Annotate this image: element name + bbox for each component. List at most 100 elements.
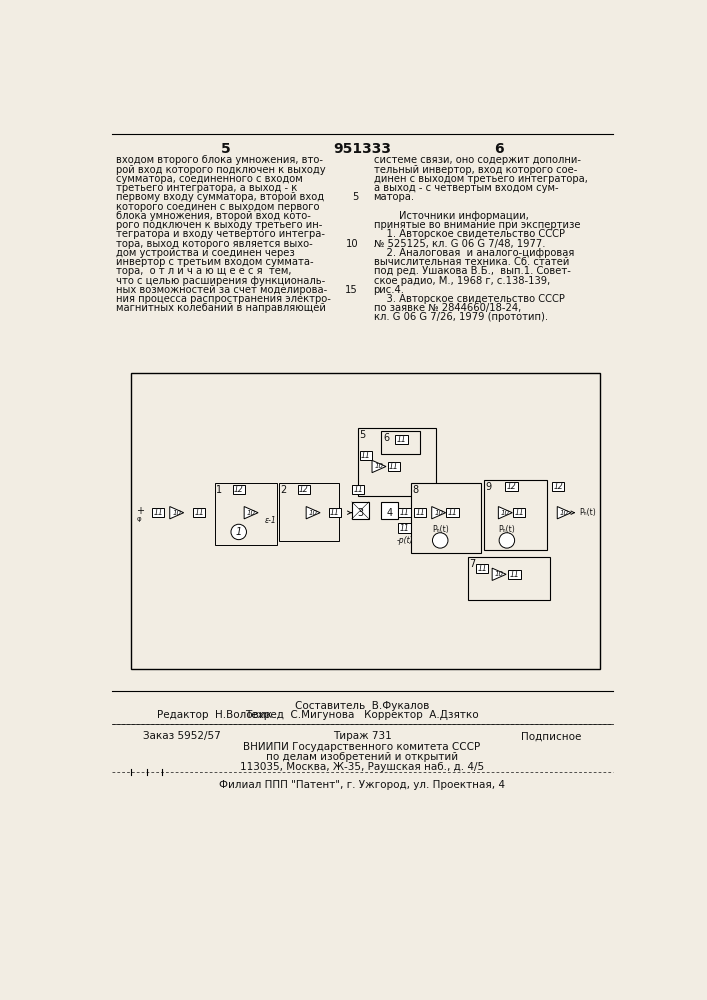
Text: ния процесса распространения электро-: ния процесса распространения электро-	[116, 294, 331, 304]
Polygon shape	[306, 507, 320, 519]
Text: рис.4.: рис.4.	[373, 285, 404, 295]
Bar	[506, 482, 518, 491]
Text: 8: 8	[412, 485, 419, 495]
Text: рой вход которого подключен к выходу: рой вход которого подключен к выходу	[116, 165, 326, 175]
Text: принятые во внимание при экспертизе: принятые во внимание при экспертизе	[373, 220, 580, 230]
Bar	[352, 485, 364, 494]
Text: 4: 4	[387, 508, 393, 518]
Text: 12: 12	[553, 482, 563, 491]
Circle shape	[499, 533, 515, 548]
Text: а выход - с четвертым входом сум-: а выход - с четвертым входом сум-	[373, 183, 559, 193]
Text: φ: φ	[136, 516, 141, 522]
Polygon shape	[432, 507, 445, 519]
Text: инвертор с третьим входом суммата-: инвертор с третьим входом суммата-	[116, 257, 314, 267]
Text: входом второго блока умножения, вто-: входом второго блока умножения, вто-	[116, 155, 323, 165]
Text: кл. G 06 G 7/26, 1979 (прототип).: кл. G 06 G 7/26, 1979 (прототип).	[373, 312, 548, 322]
Text: тора, выход которого является выхо-: тора, выход которого является выхо-	[116, 239, 313, 249]
Text: динен с выходом третьего интегратора,: динен с выходом третьего интегратора,	[373, 174, 588, 184]
Text: 6: 6	[383, 433, 389, 443]
Bar	[131, 373, 600, 669]
Text: Pₙ(t): Pₙ(t)	[498, 525, 515, 534]
Bar	[233, 485, 245, 494]
Bar	[468, 557, 549, 600]
Text: 3. Авторское свидетельство СССР: 3. Авторское свидетельство СССР	[373, 294, 564, 304]
Text: ных возможностей за счет моделирова-: ных возможностей за счет моделирова-	[116, 285, 327, 295]
Bar	[381, 502, 398, 519]
Text: 11: 11	[361, 451, 370, 460]
Text: тегратора и входу четвертого интегра-: тегратора и входу четвертого интегра-	[116, 229, 325, 239]
Text: блока умножения, второй вход кото-: блока умножения, второй вход кото-	[116, 211, 311, 221]
Bar	[358, 428, 436, 496]
Text: 10: 10	[247, 510, 256, 516]
Text: 9: 9	[485, 482, 491, 492]
Text: № 525125, кл. G 06 G 7/48, 1977.: № 525125, кл. G 06 G 7/48, 1977.	[373, 239, 545, 249]
Text: ское радио, М., 1968 г, с.138-139,: ское радио, М., 1968 г, с.138-139,	[373, 276, 550, 286]
Text: Pₙ(t): Pₙ(t)	[580, 508, 597, 517]
Text: 2. Аналоговая  и аналого-цифровая: 2. Аналоговая и аналого-цифровая	[373, 248, 574, 258]
Text: 11: 11	[477, 564, 487, 573]
Bar	[395, 435, 408, 444]
Bar	[414, 508, 426, 517]
Bar	[476, 564, 489, 573]
Text: 11: 11	[354, 485, 363, 494]
Text: 11: 11	[194, 508, 204, 517]
Bar	[215, 483, 276, 545]
Text: 1: 1	[235, 527, 242, 537]
Text: матора.: матора.	[373, 192, 415, 202]
Bar	[484, 480, 547, 550]
Text: Источники информации,: Источники информации,	[373, 211, 528, 221]
Circle shape	[433, 533, 448, 548]
Polygon shape	[557, 507, 571, 519]
Text: 10: 10	[375, 464, 383, 470]
Text: 11: 11	[399, 524, 409, 533]
Text: 10: 10	[501, 510, 510, 516]
Text: 1: 1	[216, 485, 223, 495]
Text: первому входу сумматора, второй вход: первому входу сумматора, второй вход	[116, 192, 325, 202]
Bar	[552, 482, 564, 491]
Bar	[398, 508, 411, 517]
Polygon shape	[498, 507, 513, 519]
Circle shape	[231, 524, 247, 540]
Text: которого соединен с выходом первого: которого соединен с выходом первого	[116, 202, 320, 212]
Text: под ред. Ушакова В.Б.,  вып.1. Совет-: под ред. Ушакова В.Б., вып.1. Совет-	[373, 266, 571, 276]
Text: 11: 11	[510, 570, 520, 579]
Text: 11: 11	[415, 508, 425, 517]
Bar	[446, 508, 459, 517]
Text: Техред  С.Мигунова   Корректор  А.Дзятко: Техред С.Мигунова Корректор А.Дзятко	[245, 710, 479, 720]
Bar	[508, 570, 521, 579]
Bar	[152, 508, 164, 517]
Text: -p(t): -p(t)	[396, 536, 413, 545]
Text: по заявке № 2844660/18-24,: по заявке № 2844660/18-24,	[373, 303, 521, 313]
Text: Подписное: Подписное	[521, 731, 581, 741]
Polygon shape	[492, 568, 506, 580]
Text: 11: 11	[153, 508, 163, 517]
Text: 15: 15	[345, 285, 358, 295]
Text: Pₙ(t): Pₙ(t)	[432, 525, 449, 534]
Text: 10: 10	[560, 510, 568, 516]
Text: 7: 7	[469, 559, 476, 569]
Text: 11: 11	[397, 435, 407, 444]
Text: по делам изобретений и открытий: по делам изобретений и открытий	[266, 752, 458, 762]
Text: 10: 10	[173, 510, 181, 516]
Bar	[193, 508, 206, 517]
Polygon shape	[170, 507, 184, 519]
Text: Редактор  Н.Воловик: Редактор Н.Воловик	[156, 710, 271, 720]
Text: рого подключен к выходу третьего ин-: рого подключен к выходу третьего ин-	[116, 220, 322, 230]
Bar	[381, 431, 420, 454]
Text: магнитных колебаний в направляющей: магнитных колебаний в направляющей	[116, 303, 326, 313]
Bar	[329, 508, 341, 517]
Text: 12: 12	[507, 482, 516, 491]
Text: Филиал ППП "Патент", г. Ужгород, ул. Проектная, 4: Филиал ППП "Патент", г. Ужгород, ул. Про…	[219, 780, 505, 790]
Text: 10: 10	[495, 571, 503, 577]
Text: 5: 5	[221, 142, 230, 156]
Text: 2: 2	[281, 485, 287, 495]
Text: 11: 11	[515, 508, 524, 517]
Text: сумматора, соединенного с входом: сумматора, соединенного с входом	[116, 174, 303, 184]
Text: 3: 3	[357, 508, 363, 518]
Polygon shape	[372, 460, 386, 473]
Text: 10: 10	[309, 510, 317, 516]
Bar	[411, 483, 481, 553]
Text: ε-1: ε-1	[265, 516, 277, 525]
Text: вычислительная техника. Сб. статей: вычислительная техника. Сб. статей	[373, 257, 569, 267]
Text: 10: 10	[434, 510, 443, 516]
